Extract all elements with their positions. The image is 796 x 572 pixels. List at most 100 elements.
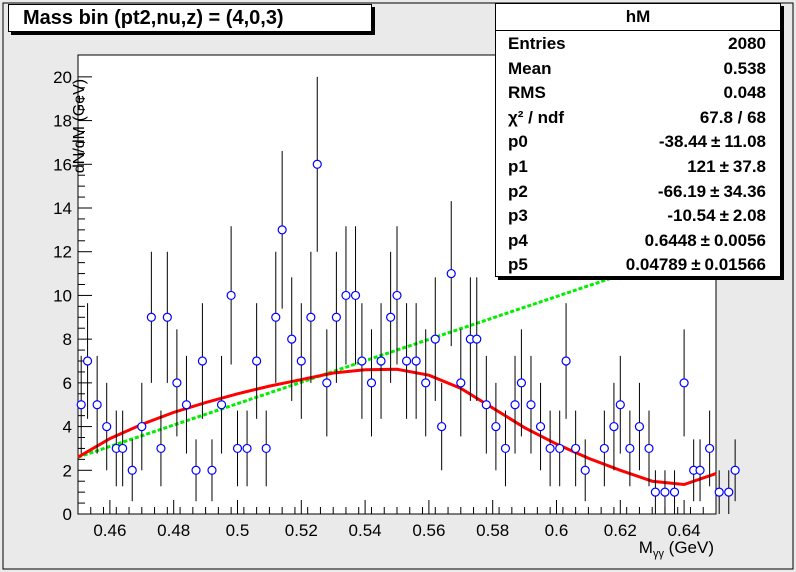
stats-row: p1 121 ±37.8 (508, 155, 766, 179)
marker (421, 378, 431, 388)
marker (162, 312, 172, 322)
data-point (571, 410, 581, 487)
marker (191, 465, 201, 475)
data-point (357, 303, 367, 419)
marker (277, 225, 287, 235)
data-point (456, 329, 466, 437)
marker (207, 465, 217, 475)
x-tick-label: 0.5 (226, 521, 250, 540)
data-point (312, 76, 322, 252)
marker (650, 487, 660, 497)
stats-key: p2 (508, 181, 528, 201)
x-axis-label: Mγγ (GeV) (639, 538, 714, 560)
data-point (714, 470, 724, 514)
data-point (660, 470, 670, 514)
x-tick-label: 0.52 (285, 521, 318, 540)
marker (437, 421, 447, 432)
data-point (197, 303, 208, 419)
stats-value: 0.048 (723, 83, 766, 103)
marker (146, 312, 156, 322)
marker (705, 443, 715, 454)
marker (580, 465, 590, 475)
data-point (669, 470, 680, 514)
data-point (392, 226, 402, 365)
plot-title-text: Mass bin (pt2,nu,z) = (4,0,3) (23, 6, 284, 29)
data-point (277, 151, 287, 309)
marker (714, 487, 724, 497)
marker (481, 400, 491, 410)
stats-key: p1 (508, 157, 528, 176)
stats-row: p3 -10.54 ±2.08 (508, 204, 766, 228)
stats-value: 0.538 (723, 58, 766, 78)
data-point (102, 382, 112, 471)
x-tick-label: 0.62 (604, 521, 637, 540)
data-point (679, 329, 689, 437)
marker (226, 290, 236, 301)
stats-box: hM Entries 2080 Mean 0.538 RMS 0.048 χ² / ndf 6… (495, 3, 781, 277)
marker (137, 421, 147, 432)
data-point (191, 439, 201, 502)
data-point (724, 470, 734, 514)
data-point (516, 329, 527, 437)
stats-value: 0.04789 ±0.01566 (625, 255, 766, 275)
y-tick-label: 12 (53, 243, 72, 262)
marker (561, 356, 571, 366)
marker (695, 465, 705, 475)
data-point (689, 439, 699, 502)
stats-key: p0 (508, 132, 528, 152)
data-point (650, 470, 660, 514)
data-point (296, 303, 306, 419)
data-point (730, 439, 740, 502)
data-point (491, 382, 501, 471)
data-point (271, 251, 281, 383)
plot-title: Mass bin (pt2,nu,z) = (4,0,3) (8, 4, 372, 32)
data-point (465, 277, 475, 401)
marker (127, 465, 137, 475)
marker (312, 159, 322, 169)
x-tick-label: 0.64 (668, 521, 701, 540)
data-point (599, 410, 609, 487)
data-point (705, 410, 715, 487)
data-point (500, 410, 511, 487)
marker (232, 443, 243, 454)
data-point (437, 382, 447, 471)
stats-key: Mean (508, 58, 552, 78)
marker (341, 290, 351, 301)
data-point (545, 410, 555, 487)
data-point (401, 303, 412, 419)
stats-row: p5 0.04789 ±0.01566 (508, 253, 766, 277)
stats-value: -66.19 ±34.36 (657, 181, 766, 201)
marker (456, 378, 466, 388)
data-point (634, 382, 645, 471)
marker (271, 312, 281, 322)
marker (172, 378, 182, 388)
marker (625, 443, 635, 454)
marker (555, 443, 565, 454)
data-point (625, 410, 635, 487)
data-point (162, 251, 172, 383)
y-tick-label: 20 (53, 68, 72, 87)
stats-value: -10.54 ±2.08 (667, 206, 766, 226)
stats-row: RMS 0.048 (508, 81, 766, 105)
marker (197, 356, 208, 366)
data-point (555, 410, 565, 487)
stats-row: Entries 2080 (508, 32, 766, 56)
marker (252, 356, 262, 366)
marker (516, 378, 527, 388)
x-tick-label: 0.54 (349, 521, 382, 540)
y-tick-label: 8 (63, 330, 72, 349)
marker (92, 400, 102, 410)
y-axis-label: dN/dM (GeV) (71, 79, 88, 173)
data-point (216, 355, 227, 454)
stats-value: 2080 (728, 34, 766, 53)
marker (322, 378, 332, 388)
marker (430, 334, 440, 344)
marker (386, 312, 396, 322)
data-point (287, 277, 297, 401)
marker (82, 356, 93, 366)
data-point (172, 329, 182, 437)
marker (357, 356, 367, 366)
data-point (472, 277, 482, 401)
data-point (430, 277, 440, 401)
y-tick-label: 18 (53, 112, 72, 131)
